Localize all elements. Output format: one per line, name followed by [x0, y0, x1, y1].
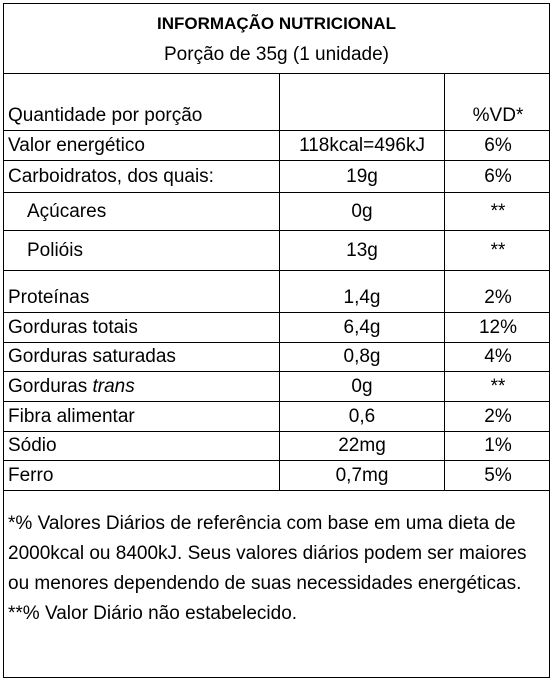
not-established-footnote: **% Valor Diário não estabelecido. — [8, 603, 298, 624]
nutrient-amount: 0,6 — [279, 402, 444, 431]
label-header: INFORMAÇÃO NUTRICIONAL Porção de 35g (1 … — [4, 4, 549, 74]
table-row: Valor energético 118kcal=496kJ 6% — [4, 131, 549, 161]
nutrient-name: Açúcares — [27, 200, 107, 222]
serving-size: Porção de 35g (1 unidade) — [164, 44, 389, 65]
nutrient-dv: 12% — [444, 313, 551, 342]
table-row: Fibra alimentar 0,6 2% — [4, 402, 549, 432]
nutrient-name: Valor energético — [8, 134, 145, 156]
label-title: INFORMAÇÃO NUTRICIONAL — [157, 14, 396, 33]
nutrient-amount: 1,4g — [279, 271, 444, 312]
nutrient-amount: 19g — [279, 161, 444, 192]
nutrient-amount: 6,4g — [279, 313, 444, 342]
nutrient-dv: 2% — [444, 271, 551, 312]
table-row: Gorduras saturadas 0,8g 4% — [4, 343, 549, 372]
table-row: Proteínas 1,4g 2% — [4, 271, 549, 313]
nutrient-name: Gorduras saturadas — [8, 346, 176, 367]
nutrient-name-italic: trans — [92, 375, 135, 397]
quantity-per-serving-label: Quantidade por porção — [8, 105, 203, 126]
nutrition-facts-label: INFORMAÇÃO NUTRICIONAL Porção de 35g (1 … — [3, 3, 550, 678]
nutrient-name: Gorduras trans — [4, 372, 279, 401]
table-row: Sódio 22mg 1% — [4, 432, 549, 461]
nutrient-name: Proteínas — [8, 287, 90, 308]
nutrient-amount: 0,8g — [279, 343, 444, 371]
nutrient-amount: 0g — [279, 193, 444, 230]
nutrient-name: Ferro — [8, 464, 54, 486]
nutrient-dv: ** — [444, 193, 551, 230]
nutrient-amount: 0,7mg — [279, 461, 444, 490]
nutrient-amount: 13g — [279, 231, 444, 270]
table-row: Gorduras trans 0g ** — [4, 372, 549, 402]
nutrient-name: Gorduras totais — [8, 316, 138, 338]
nutrient-name: Polióis — [27, 239, 83, 261]
nutrient-dv: ** — [444, 231, 551, 270]
table-header-row: Quantidade por porção %VD* — [4, 74, 549, 131]
nutrient-name: Sódio — [8, 435, 57, 456]
nutrient-dv: 5% — [444, 461, 551, 490]
footnotes: *% Valores Diários de referência com bas… — [8, 509, 543, 629]
nutrient-dv: 4% — [444, 343, 551, 371]
nutrient-amount: 22mg — [279, 432, 444, 460]
table-row: Polióis 13g ** — [4, 231, 549, 271]
nutrient-name-prefix: Gorduras — [8, 375, 93, 397]
table-row: Ferro 0,7mg 5% — [4, 461, 549, 491]
table-row: Açúcares 0g ** — [4, 193, 549, 231]
nutrient-dv: 1% — [444, 432, 551, 460]
table-row: Carboidratos, dos quais: 19g 6% — [4, 161, 549, 193]
nutrient-name: Fibra alimentar — [8, 405, 135, 427]
daily-value-header: %VD* — [444, 74, 551, 130]
amount-header — [279, 74, 444, 130]
table-row: Gorduras totais 6,4g 12% — [4, 313, 549, 343]
nutrient-dv: 6% — [444, 161, 551, 192]
nutrient-dv: 6% — [444, 131, 551, 160]
nutrient-dv: 2% — [444, 402, 551, 431]
nutrient-amount: 0g — [279, 372, 444, 401]
daily-value-footnote: *% Valores Diários de referência com bas… — [8, 513, 527, 594]
nutrient-name: Carboidratos, dos quais: — [8, 165, 214, 187]
nutrient-dv: ** — [444, 372, 551, 401]
nutrient-amount: 118kcal=496kJ — [279, 131, 444, 160]
